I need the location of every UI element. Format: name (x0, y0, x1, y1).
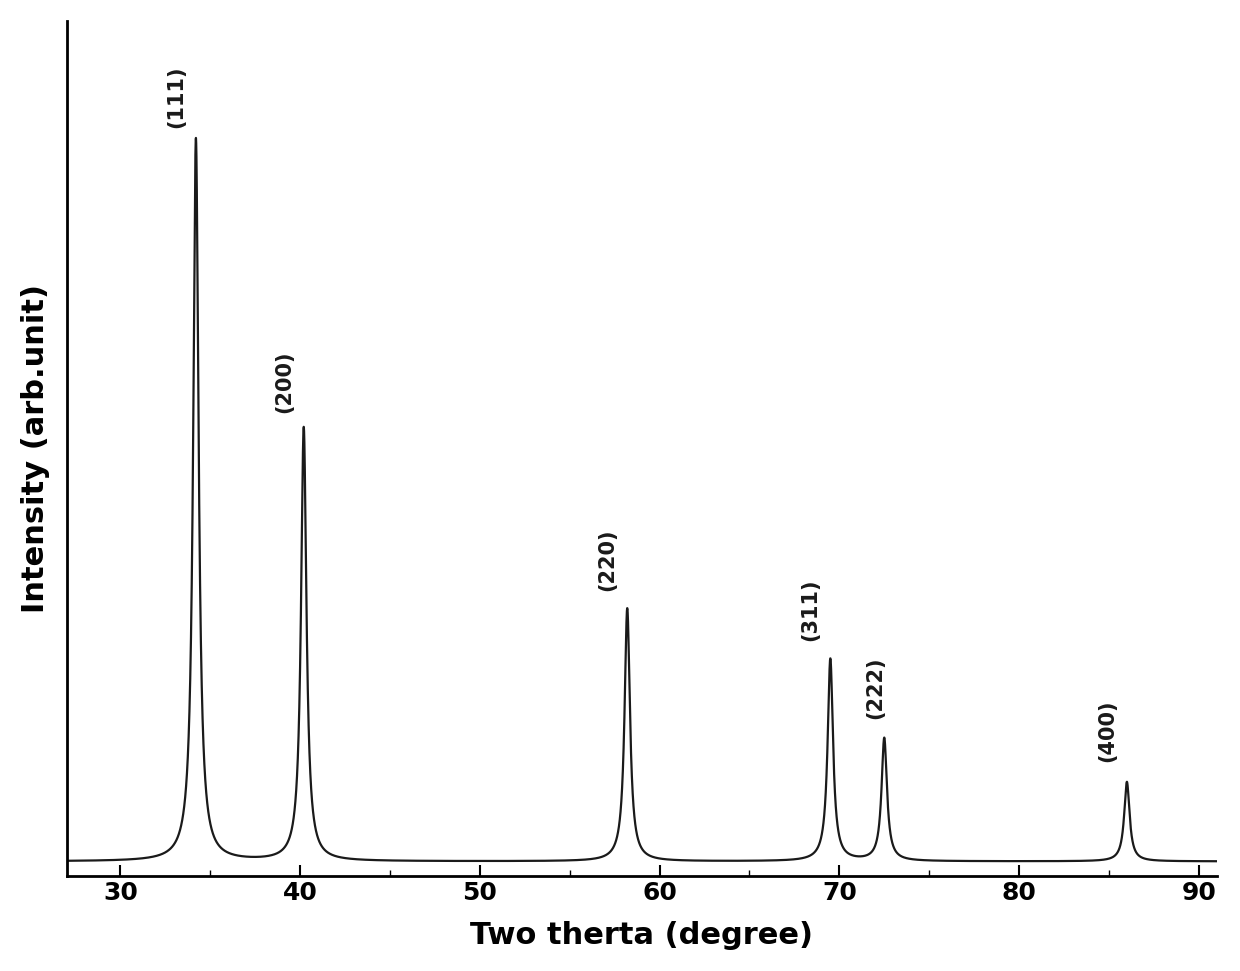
X-axis label: Two therta (degree): Two therta (degree) (470, 921, 813, 951)
Y-axis label: Intensity (arb.unit): Intensity (arb.unit) (21, 284, 50, 613)
Text: (220): (220) (598, 528, 618, 590)
Text: (400): (400) (1097, 699, 1117, 761)
Text: (222): (222) (866, 656, 885, 719)
Text: (111): (111) (166, 65, 186, 127)
Text: (311): (311) (801, 578, 821, 641)
Text: (200): (200) (274, 351, 294, 413)
